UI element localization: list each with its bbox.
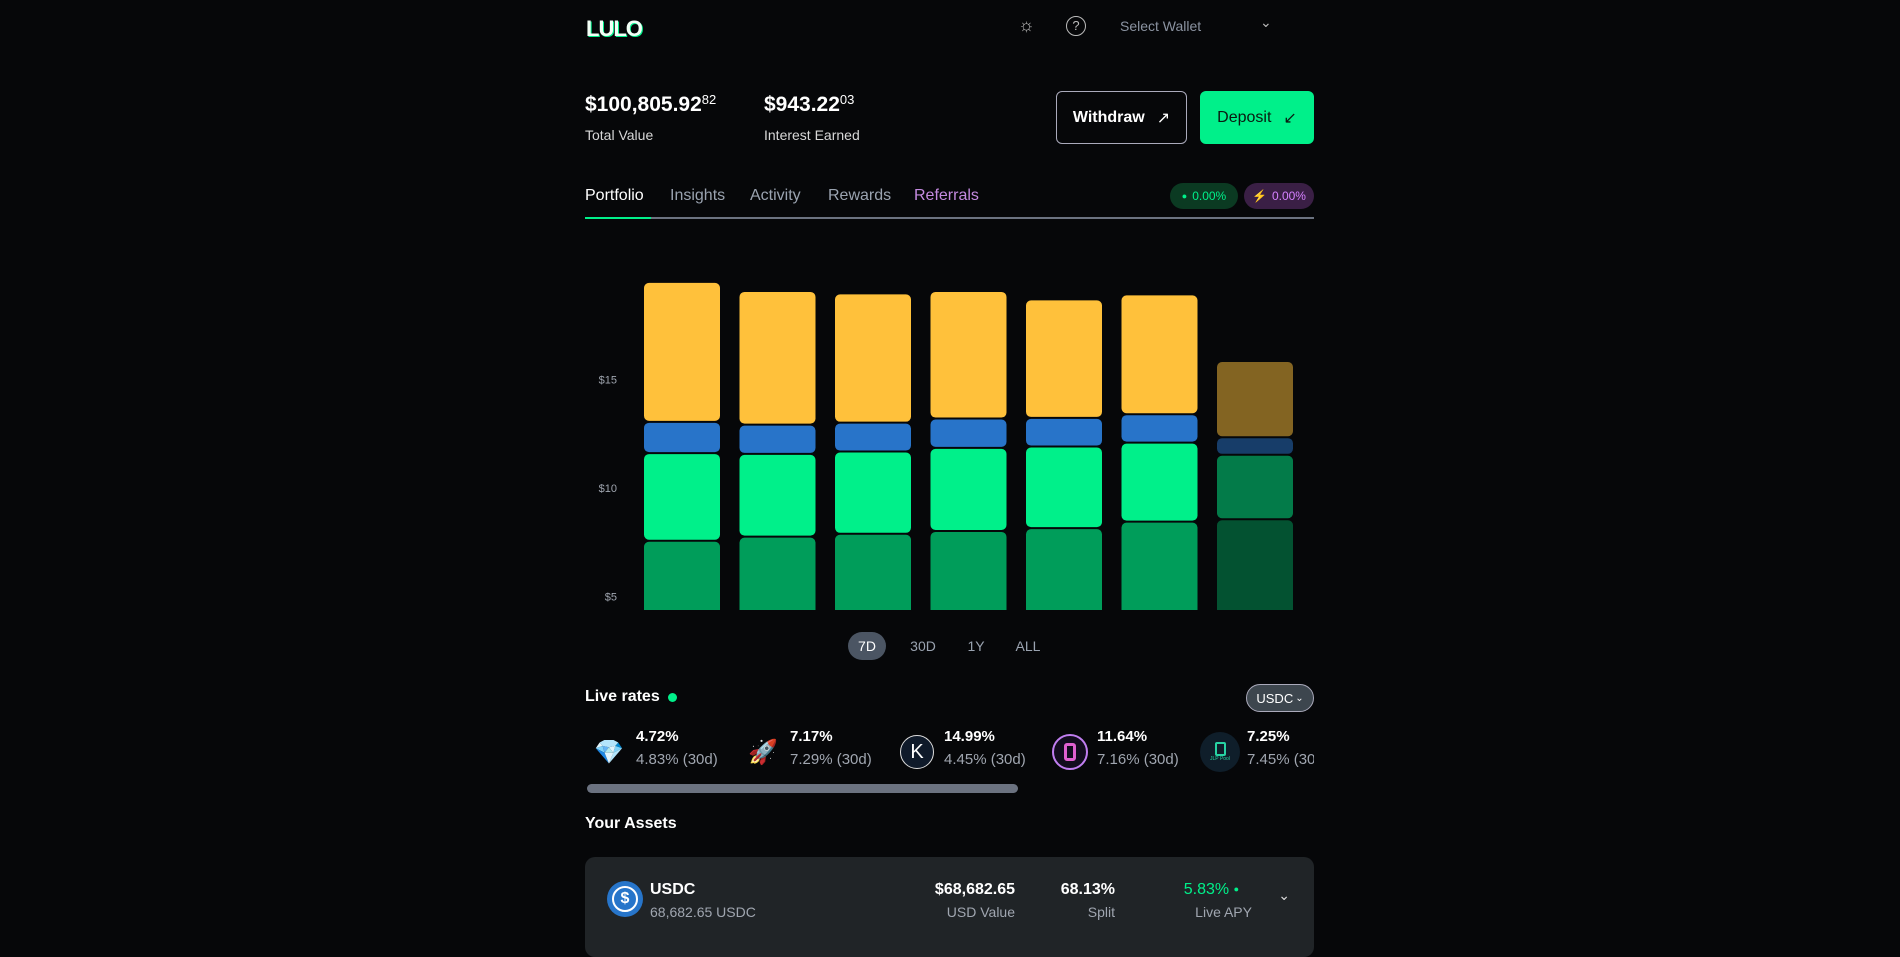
- tab-referrals[interactable]: Referrals: [914, 187, 979, 204]
- bar-segment: [1217, 362, 1293, 437]
- rate-item[interactable]: K 14.99% 4.45% (30d): [897, 728, 1047, 774]
- asset-amount: 68,682.65 USDC: [650, 904, 756, 920]
- withdraw-button[interactable]: Withdraw ↗: [1056, 91, 1187, 144]
- bar-segment: [835, 452, 911, 533]
- bar-segment: [739, 425, 816, 453]
- sun-icon[interactable]: ☼: [1018, 15, 1035, 35]
- range-all[interactable]: ALL: [1015, 638, 1041, 654]
- bar-segment: [1217, 520, 1293, 610]
- bar-segment: [644, 282, 720, 421]
- bar-segment: [835, 423, 911, 451]
- bar-segment: [1026, 418, 1102, 446]
- asset-name: USDC: [650, 881, 696, 898]
- interest-earned-label: Interest Earned: [764, 127, 860, 143]
- rocket-icon: 🚀: [748, 738, 778, 766]
- range-1y[interactable]: 1Y: [967, 638, 985, 654]
- tab-activity[interactable]: Activity: [750, 187, 801, 204]
- bar-segment: [835, 294, 911, 422]
- usd-value-label: USD Value: [946, 904, 1015, 920]
- token-select[interactable]: USDC ⌄: [1246, 684, 1314, 712]
- bar-segment: [1121, 443, 1198, 521]
- total-value: $100,805.9282: [585, 92, 717, 116]
- bar-segment: [1217, 438, 1293, 454]
- bar-segment: [1217, 455, 1293, 519]
- bar-segment: [1026, 447, 1102, 528]
- bar-segment: [1121, 415, 1198, 442]
- usdc-icon: $: [607, 881, 643, 917]
- interest-earned: $943.2203: [764, 92, 855, 116]
- asset-split: 68.13%: [1060, 881, 1115, 898]
- drift-icon: [1052, 734, 1088, 770]
- bar-segment: [930, 291, 1007, 418]
- chevron-down-icon[interactable]: ⌄: [1260, 14, 1272, 30]
- live-rates-row[interactable]: 💎 4.72% 4.83% (30d) 🚀 7.17% 7.29% (30d) K 14.…: [585, 728, 1314, 778]
- bar-segment: [930, 531, 1007, 610]
- y-tick-label: $10: [599, 483, 617, 495]
- bar-segment: [739, 537, 816, 610]
- live-apy-label: Live APY: [1195, 904, 1252, 920]
- help-icon[interactable]: ?: [1066, 16, 1086, 36]
- chevron-down-icon[interactable]: ⌄: [1278, 887, 1290, 903]
- bar-segment: [1026, 529, 1102, 610]
- select-wallet-button[interactable]: Select Wallet: [1120, 18, 1202, 34]
- rate-item[interactable]: 💎 4.72% 4.83% (30d): [589, 728, 739, 774]
- split-label: Split: [1087, 904, 1115, 920]
- tab-portfolio[interactable]: Portfolio: [585, 187, 644, 204]
- rates-scrollbar[interactable]: [587, 784, 1018, 793]
- bar-segment: [644, 422, 720, 453]
- bar-segment: [835, 534, 911, 610]
- bar-segment: [644, 541, 720, 610]
- tab-insights[interactable]: Insights: [670, 187, 726, 204]
- diamond-icon: 💎: [594, 738, 624, 766]
- live-dot-icon: [668, 693, 677, 702]
- bar-segment: [930, 448, 1007, 530]
- range-7d[interactable]: 7D: [848, 632, 886, 660]
- lulo-logo[interactable]: LULO: [586, 16, 643, 41]
- asset-apy: 5.83% ●: [1183, 881, 1239, 898]
- deposit-button[interactable]: Deposit ↙: [1200, 91, 1314, 144]
- asset-usd-value: $68,682.65: [934, 881, 1015, 898]
- asset-card-usdc[interactable]: $ USDC 68,682.65 USDC $68,682.65 USD Val…: [585, 857, 1314, 957]
- bar-segment: [1121, 522, 1198, 610]
- total-value-label: Total Value: [585, 127, 654, 143]
- bar-segment: [739, 291, 816, 424]
- y-tick-label: $15: [599, 375, 617, 387]
- apy-pill[interactable]: ● 0.00%: [1170, 183, 1238, 209]
- lightning-icon: ⚡: [1252, 189, 1267, 203]
- bar-segment: [739, 454, 816, 536]
- bar-segment: [644, 454, 720, 540]
- dot-icon: ●: [1181, 191, 1188, 201]
- bar-segment: [930, 419, 1007, 447]
- arrow-down-left-icon: ↙: [1283, 109, 1297, 127]
- y-tick-label: $5: [605, 592, 617, 604]
- live-rates-title: Live rates: [585, 688, 660, 705]
- portfolio-chart: $0$5$10$153 Mar4 Mar5 Mar6 Mar7 Mar8 Mar…: [599, 282, 1293, 610]
- bar-segment: [1026, 300, 1102, 417]
- tab-rewards[interactable]: Rewards: [828, 187, 892, 204]
- tab-underline: [585, 217, 1314, 219]
- rate-item[interactable]: 11.64% 7.16% (30d): [1050, 728, 1200, 774]
- arrow-up-right-icon: ↗: [1156, 109, 1171, 127]
- kamino-icon: K: [900, 735, 934, 769]
- jlp-pool-icon: JLP Pool: [1200, 732, 1240, 772]
- range-30d[interactable]: 30D: [910, 638, 936, 654]
- live-dot-icon: ●: [1233, 884, 1239, 894]
- your-assets-title: Your Assets: [585, 815, 677, 832]
- chevron-down-icon: ⌄: [1295, 692, 1304, 704]
- bar-segment: [1121, 295, 1198, 414]
- boost-pill[interactable]: ⚡ 0.00%: [1244, 183, 1314, 209]
- rate-item[interactable]: 🚀 7.17% 7.29% (30d): [743, 728, 893, 774]
